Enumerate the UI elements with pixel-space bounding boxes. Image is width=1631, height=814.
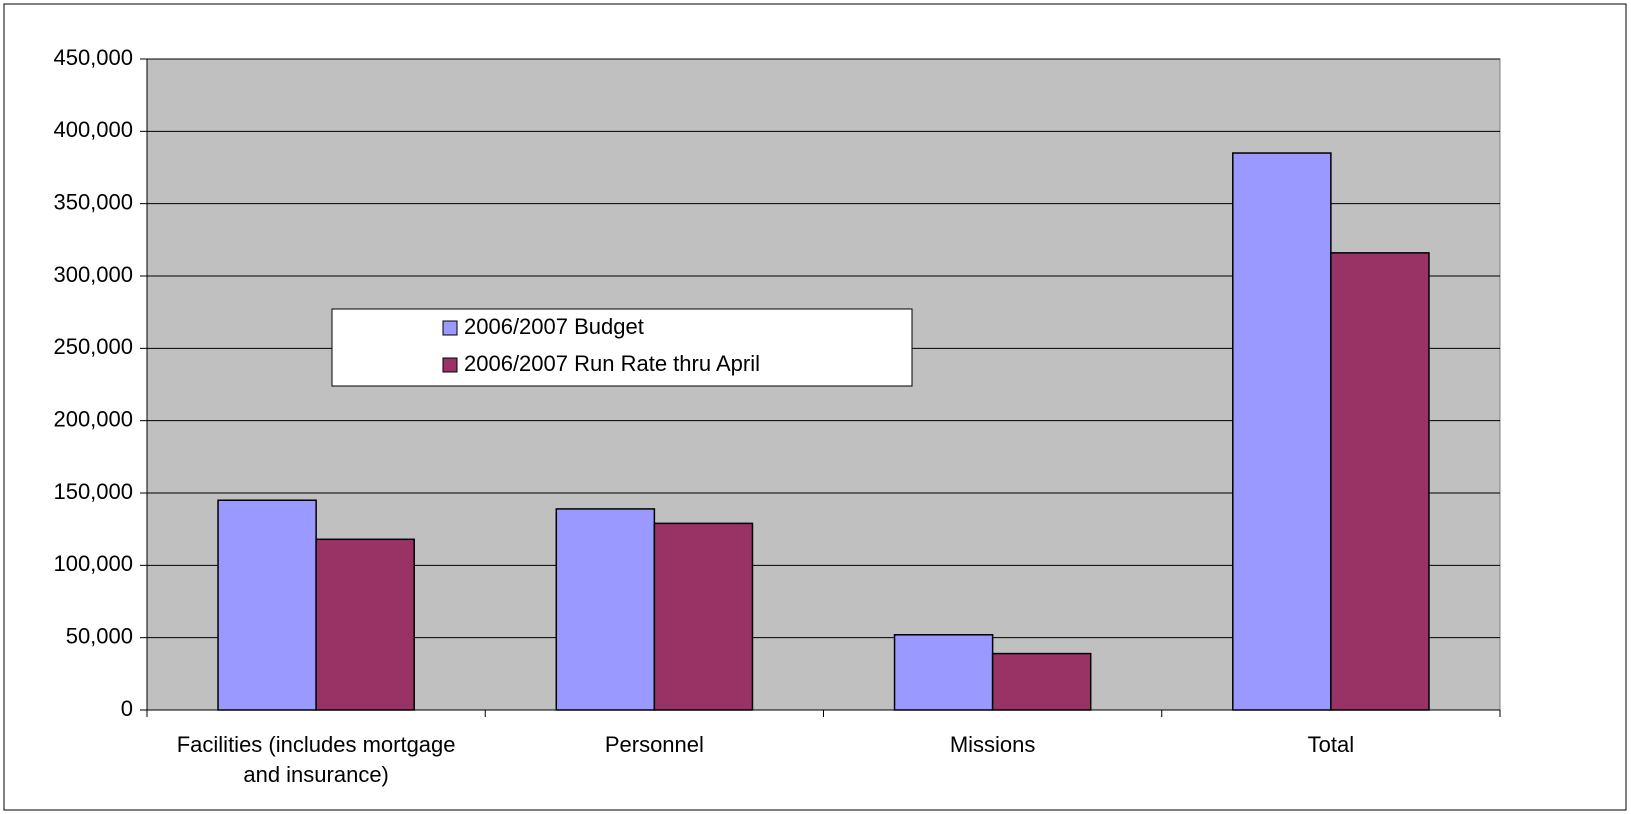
y-tick-label: 100,000: [53, 551, 133, 576]
y-tick-label: 400,000: [53, 117, 133, 142]
y-tick-label: 350,000: [53, 189, 133, 214]
bar: [991, 652, 1092, 711]
x-tick-label: Facilities (includes mortgage and insura…: [176, 732, 456, 787]
bar: [555, 508, 656, 711]
y-tick-label: 50,000: [66, 623, 133, 648]
legend-swatch: [442, 357, 458, 373]
y-tick-label: 150,000: [53, 479, 133, 504]
x-tick-label: Missions: [949, 732, 1036, 757]
y-tick-label: 300,000: [53, 262, 133, 287]
bar: [1232, 152, 1332, 711]
bar: [653, 522, 754, 711]
x-tick-label: Personnel: [604, 732, 704, 757]
bar: [315, 538, 415, 711]
legend-label: 2006/2007 Budget: [464, 314, 644, 339]
y-tick-label: 250,000: [53, 334, 133, 359]
legend-swatch: [442, 320, 458, 336]
y-tick-label: 0: [121, 696, 133, 721]
legend-box: [331, 308, 913, 387]
x-tick-label: Total: [1307, 732, 1355, 757]
y-tick-label: 450,000: [53, 45, 133, 70]
bar: [217, 499, 317, 711]
y-tick-label: 200,000: [53, 406, 133, 431]
legend-label: 2006/2007 Run Rate thru April: [464, 351, 760, 376]
bar: [1330, 252, 1430, 711]
bar: [893, 634, 994, 711]
